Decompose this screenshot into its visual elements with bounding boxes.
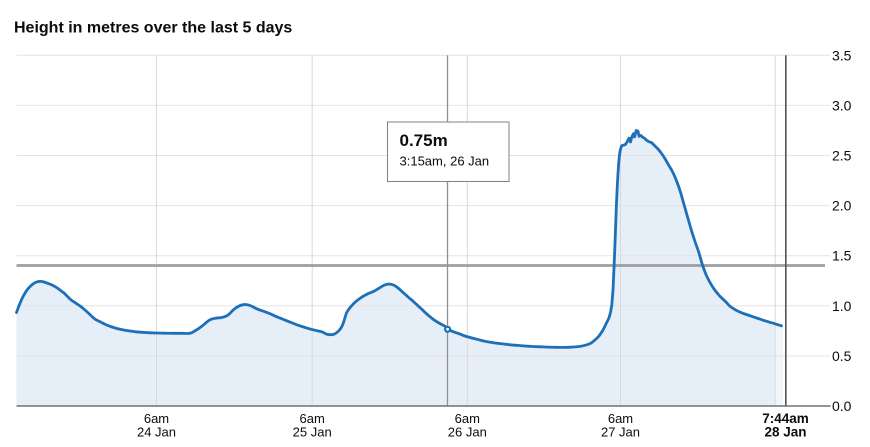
svg-text:0.0: 0.0 bbox=[832, 398, 852, 414]
svg-text:6am: 6am bbox=[608, 411, 633, 426]
svg-text:26 Jan: 26 Jan bbox=[448, 425, 487, 440]
svg-text:25 Jan: 25 Jan bbox=[293, 425, 332, 440]
svg-text:24 Jan: 24 Jan bbox=[137, 425, 176, 440]
svg-text:2.0: 2.0 bbox=[832, 198, 852, 214]
svg-text:0.75m: 0.75m bbox=[400, 131, 448, 150]
svg-text:Height in metres over the last: Height in metres over the last 5 days bbox=[14, 20, 292, 37]
svg-text:3.5: 3.5 bbox=[832, 47, 852, 63]
svg-text:6am: 6am bbox=[300, 411, 325, 426]
svg-text:3.0: 3.0 bbox=[832, 97, 852, 113]
svg-text:28 Jan: 28 Jan bbox=[764, 425, 806, 440]
svg-text:6am: 6am bbox=[455, 411, 480, 426]
svg-text:3:15am, 26 Jan: 3:15am, 26 Jan bbox=[400, 154, 490, 169]
svg-text:1.5: 1.5 bbox=[832, 248, 852, 264]
svg-text:0.5: 0.5 bbox=[832, 348, 852, 364]
svg-text:27 Jan: 27 Jan bbox=[601, 425, 640, 440]
svg-text:6am: 6am bbox=[144, 411, 169, 426]
svg-text:7:44am: 7:44am bbox=[762, 411, 809, 426]
svg-text:2.5: 2.5 bbox=[832, 148, 852, 164]
svg-text:1.0: 1.0 bbox=[832, 298, 852, 314]
